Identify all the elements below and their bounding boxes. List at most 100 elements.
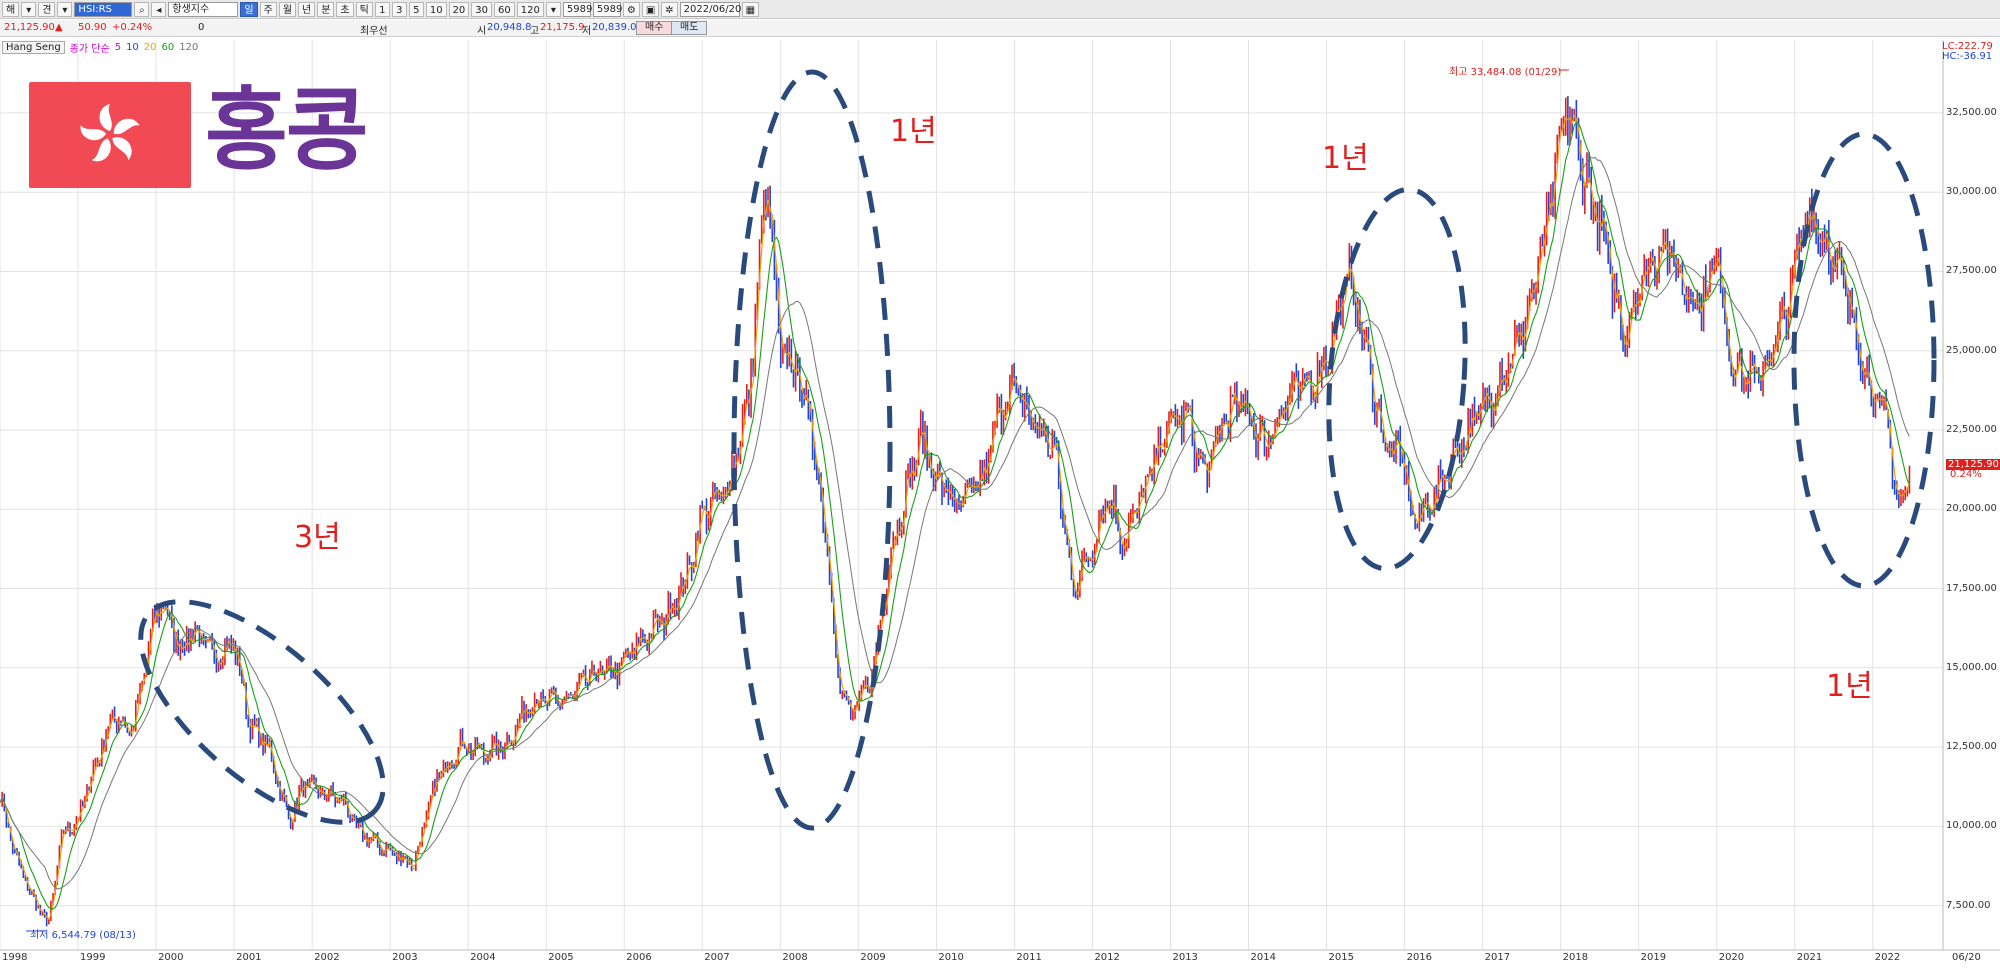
x-tick-label: 1998 bbox=[2, 952, 28, 963]
search-type-dropdown[interactable]: ▾ bbox=[57, 1, 73, 17]
period-button[interactable]: 60 bbox=[494, 1, 515, 17]
y-tick-label: 22,500.00 bbox=[1946, 424, 1997, 435]
x-tick-label: 2014 bbox=[1250, 952, 1276, 963]
high-value: 21,175.9 bbox=[540, 22, 585, 33]
x-tick-label: 2003 bbox=[392, 952, 418, 963]
ma10-label: 10 bbox=[126, 41, 139, 53]
page-title: 홍콩 bbox=[205, 78, 369, 183]
ma120-label: 120 bbox=[179, 41, 199, 53]
x-tick-label: 2017 bbox=[1484, 952, 1511, 963]
period-button[interactable]: 주 bbox=[259, 1, 277, 17]
period-button[interactable]: 초 bbox=[336, 1, 354, 17]
change-value: 50.90 bbox=[78, 22, 107, 33]
x-tick-label: 2008 bbox=[782, 952, 808, 963]
last-price-tag: 21,125.90 bbox=[1946, 459, 2000, 470]
y-tick-label: 30,000.00 bbox=[1946, 186, 1997, 198]
x-tick-label: 2006 bbox=[626, 952, 652, 963]
x-tick-label: 2013 bbox=[1172, 952, 1198, 963]
max-label: 최고 33,484.08 (01/29) bbox=[1449, 67, 1562, 78]
sell-button[interactable]: 매도 bbox=[671, 21, 708, 35]
x-tick-label: 2005 bbox=[548, 952, 574, 963]
ma20-line bbox=[0, 114, 1910, 921]
period-button[interactable]: 분 bbox=[317, 1, 335, 17]
annotation-ellipse bbox=[1326, 186, 1468, 572]
min-label: 최저 6,544.79 (08/13) bbox=[30, 930, 136, 941]
x-tick-label: 2016 bbox=[1406, 952, 1433, 963]
annotation-1-year-2008: 1년 bbox=[890, 114, 937, 149]
y-tick-label: 27,500.00 bbox=[1946, 265, 1997, 277]
x-tick-label: 06/20 bbox=[1952, 952, 1981, 963]
period-button[interactable]: 30 bbox=[471, 1, 493, 17]
date-field[interactable]: 2022/06/20 bbox=[679, 1, 741, 17]
symbol-input[interactable]: HSI:RS bbox=[74, 1, 133, 17]
annotation-ellipse bbox=[1791, 131, 1937, 589]
settings-icon[interactable]: ⚙ bbox=[622, 1, 640, 17]
period-button[interactable]: 일 bbox=[240, 1, 258, 17]
x-tick-label: 2018 bbox=[1562, 952, 1589, 963]
annotation-3-years: 3년 bbox=[294, 520, 341, 555]
x-tick-label: 2019 bbox=[1640, 952, 1667, 963]
open-label: 시 bbox=[477, 26, 487, 37]
hc-value: HC:-36.91 bbox=[1942, 51, 1993, 62]
search-type-button[interactable]: 견 bbox=[38, 1, 56, 17]
period-button[interactable]: 년 bbox=[298, 1, 316, 17]
annotation-ellipse bbox=[731, 69, 893, 831]
hong-kong-flag bbox=[29, 82, 191, 188]
x-tick-label: 1999 bbox=[80, 952, 106, 963]
x-tick-label: 2021 bbox=[1796, 952, 1823, 963]
x-tick-label: 2010 bbox=[938, 952, 964, 963]
bauhinia-icon bbox=[80, 104, 140, 162]
calendar-icon[interactable]: ▦ bbox=[741, 1, 760, 17]
period-button[interactable]: 10 bbox=[425, 1, 447, 17]
dropdown-button[interactable]: ▾ bbox=[21, 1, 37, 17]
x-tick-label: 2011 bbox=[1016, 952, 1042, 963]
ma120-line bbox=[0, 157, 1910, 890]
period-button[interactable]: 1 bbox=[374, 1, 390, 17]
index-name-field: 항생지수 bbox=[168, 1, 239, 17]
ma20-label: 20 bbox=[143, 41, 157, 53]
x-tick-label: 2015 bbox=[1328, 952, 1354, 963]
y-tick-label: 17,500.00 bbox=[1946, 582, 1997, 594]
period-button[interactable]: 3 bbox=[391, 1, 407, 17]
total-field: 5989 bbox=[592, 1, 622, 17]
last-pct-tag: 0.24% bbox=[1950, 469, 1982, 480]
series-name-box[interactable]: Hang Seng bbox=[2, 40, 65, 54]
low-value: 20,839.0 bbox=[592, 22, 637, 33]
period-button[interactable]: 5 bbox=[408, 1, 424, 17]
x-tick-label: 2000 bbox=[158, 952, 184, 963]
search-icon[interactable]: ⌕ bbox=[134, 1, 150, 17]
volume-value: 0 bbox=[198, 22, 205, 33]
lc-value: LC:222.79 bbox=[1942, 41, 1993, 52]
period-button[interactable]: 월 bbox=[278, 1, 297, 17]
x-tick-label: 2020 bbox=[1718, 952, 1745, 963]
x-tick-label: 2001 bbox=[236, 952, 262, 963]
annotation-1-year-2015: 1년 bbox=[1322, 141, 1369, 176]
chevron-down-icon[interactable]: ▾ bbox=[545, 1, 561, 17]
last-price: 21,125.90 bbox=[4, 22, 55, 33]
save-icon[interactable]: ▣ bbox=[641, 1, 660, 17]
quote-bar: 21,125.90 ▲ 50.90 +0.24% 0 최우선 시 20,948.… bbox=[0, 20, 2000, 37]
y-tick-label: 10,000.00 bbox=[1946, 820, 1997, 832]
period-button[interactable]: 120 bbox=[516, 1, 544, 17]
speaker-icon[interactable]: ◂ bbox=[151, 1, 167, 17]
period-button[interactable]: 20 bbox=[448, 1, 470, 17]
toolbar: 해 ▾ 견 ▾ HSI:RS ⌕ ◂ 항생지수 일 주 월 년 분 초 틱 1 3 5 10 20 30… bbox=[0, 0, 2000, 19]
open-value: 20,948.8 bbox=[487, 22, 532, 33]
up-arrow-icon: ▲ bbox=[55, 22, 63, 33]
ma60-line bbox=[0, 121, 1910, 910]
gear-icon[interactable]: ✲ bbox=[661, 1, 678, 17]
period-button[interactable]: 틱 bbox=[355, 1, 373, 17]
count-field[interactable]: 5989 bbox=[562, 1, 592, 17]
y-tick-label: 7,500.00 bbox=[1946, 899, 1991, 911]
chart-grid bbox=[0, 40, 1943, 950]
menu-button[interactable]: 해 bbox=[2, 1, 20, 17]
ma5-label: 5 bbox=[114, 41, 122, 53]
ma-type-label: 종가 단순 bbox=[69, 43, 110, 55]
y-tick-label: 25,000.00 bbox=[1946, 344, 1997, 356]
best-label: 최우선 bbox=[360, 26, 388, 37]
x-tick-label: 2007 bbox=[704, 952, 730, 963]
x-tick-label: 2002 bbox=[314, 952, 340, 963]
low-label: 저 bbox=[582, 26, 592, 37]
period-buttons: 일 주 월 년 분 초 틱 1 3 5 10 20 30 60 120 bbox=[240, 1, 544, 17]
